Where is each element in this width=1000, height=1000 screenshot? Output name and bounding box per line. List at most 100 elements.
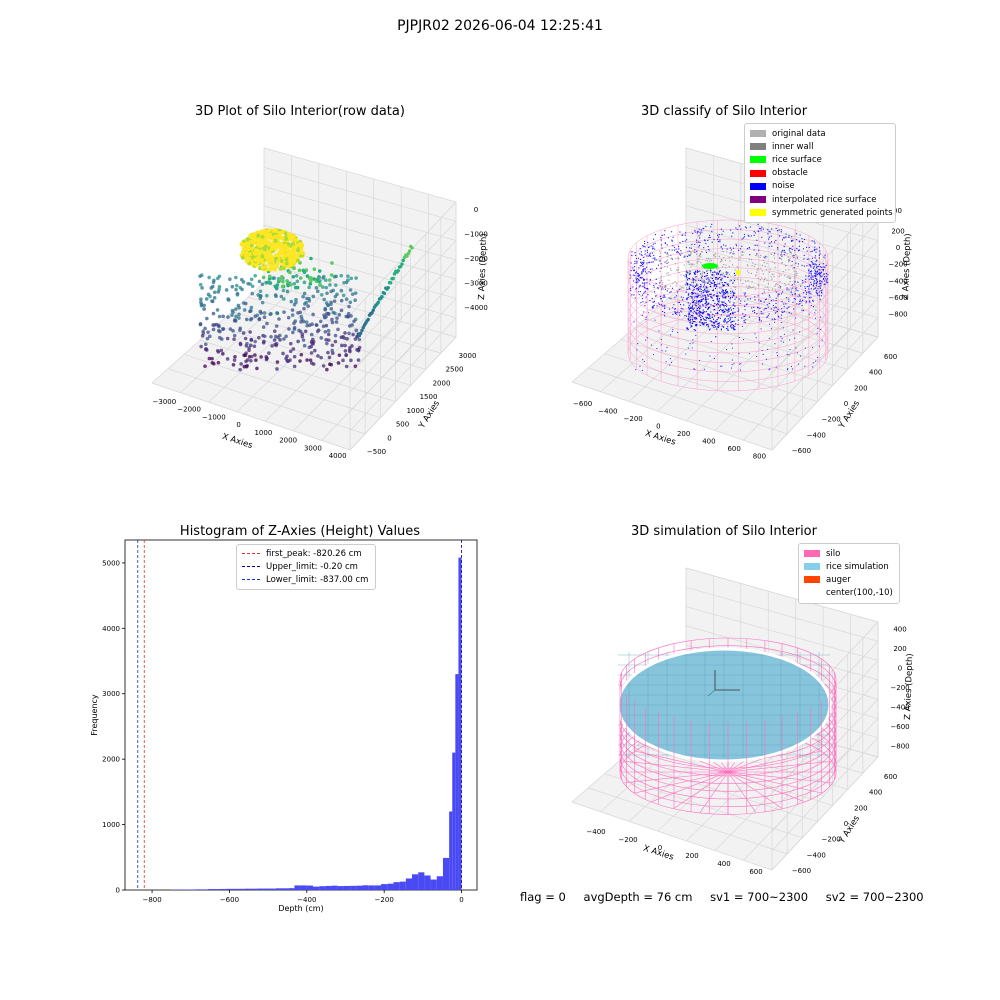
noise-point — [675, 295, 677, 297]
data-point — [249, 337, 254, 342]
original-point — [659, 259, 661, 261]
gridline — [771, 317, 879, 431]
histogram-bar — [213, 889, 221, 890]
noise-point — [705, 302, 707, 304]
noise-point — [679, 242, 681, 244]
gridline — [263, 166, 457, 222]
noise-point — [685, 276, 687, 278]
legend-label: Upper_limit: -0.20 cm — [266, 561, 358, 572]
noise-point — [657, 264, 659, 266]
noise-point — [723, 311, 725, 313]
original-point — [672, 282, 674, 284]
legend-item-lower-limit: Lower_limit: -837.00 cm — [242, 573, 370, 586]
data-point — [277, 317, 281, 321]
noise-point — [653, 286, 655, 288]
noise-point — [701, 280, 703, 282]
data-point — [212, 296, 217, 300]
noise-point — [664, 242, 666, 244]
noise-point — [754, 299, 756, 301]
noise-point — [721, 291, 723, 293]
original-point — [690, 282, 693, 284]
data-point — [216, 360, 221, 365]
noise-point — [724, 318, 726, 321]
data-point — [288, 236, 293, 241]
noise-point — [727, 309, 729, 311]
noise-point — [811, 240, 813, 242]
noise-point — [804, 286, 806, 288]
data-point — [321, 285, 325, 289]
noise-point — [737, 319, 739, 321]
noise-point — [719, 287, 721, 289]
data-point — [323, 330, 328, 334]
original-point — [711, 259, 713, 262]
data-point — [268, 274, 272, 279]
data-point — [253, 248, 258, 253]
gridline — [263, 263, 457, 319]
original-point — [795, 271, 797, 273]
noise-point — [765, 255, 767, 257]
data-point — [325, 341, 329, 346]
noise-point — [722, 297, 724, 299]
noise-point — [649, 252, 651, 254]
data-point — [396, 269, 400, 273]
data-point — [371, 308, 375, 312]
original-point — [716, 268, 718, 270]
noise-point — [652, 307, 654, 309]
noise-point — [774, 321, 776, 323]
noise-point — [693, 321, 695, 323]
noise-point — [820, 283, 822, 285]
gridline — [199, 339, 396, 402]
noise-point — [731, 235, 733, 237]
noise-point — [698, 228, 700, 230]
legend-label: first_peak: -820.26 cm — [266, 548, 362, 559]
noise-point — [723, 275, 725, 277]
noise-point — [688, 255, 690, 257]
noise-point — [815, 271, 817, 273]
noise-point — [717, 322, 719, 325]
noise-point — [646, 278, 648, 280]
original-point — [749, 286, 751, 288]
gridline — [349, 221, 457, 335]
data-point — [269, 266, 274, 271]
noise-point — [722, 326, 725, 328]
noise-point — [719, 270, 721, 272]
data-point — [295, 279, 300, 284]
noise-point — [824, 266, 826, 268]
noise-point — [699, 313, 701, 315]
original-point — [724, 259, 727, 261]
data-point — [316, 354, 320, 358]
noise-point — [649, 254, 651, 256]
noise-point — [696, 323, 698, 325]
noise-point — [808, 313, 810, 315]
noise-point — [748, 235, 750, 237]
noise-point — [717, 312, 719, 314]
noise-point — [760, 229, 762, 231]
noise-point — [702, 295, 704, 297]
panel3-xlabel: Depth (cm) — [278, 904, 323, 913]
noise-point — [725, 282, 727, 284]
noise-point — [729, 247, 731, 249]
noise-point — [729, 301, 731, 303]
noise-point — [754, 244, 756, 246]
data-point — [292, 266, 296, 271]
noise-point — [733, 327, 735, 330]
noise-point — [682, 240, 684, 242]
noise-point — [706, 304, 708, 306]
gridline — [771, 259, 879, 374]
noise-point — [814, 277, 817, 279]
data-point — [289, 299, 294, 304]
original-point — [691, 263, 693, 265]
noise-point — [727, 296, 730, 298]
noise-point — [690, 247, 692, 249]
noise-point — [756, 355, 758, 357]
noise-point — [676, 251, 678, 253]
data-point — [280, 262, 285, 267]
data-point — [221, 314, 225, 319]
noise-point — [674, 296, 676, 298]
original-point — [698, 260, 700, 262]
data-point — [265, 293, 269, 298]
data-point — [308, 282, 313, 286]
noise-point — [721, 277, 723, 279]
data-point — [279, 241, 284, 246]
noise-point — [713, 282, 716, 284]
